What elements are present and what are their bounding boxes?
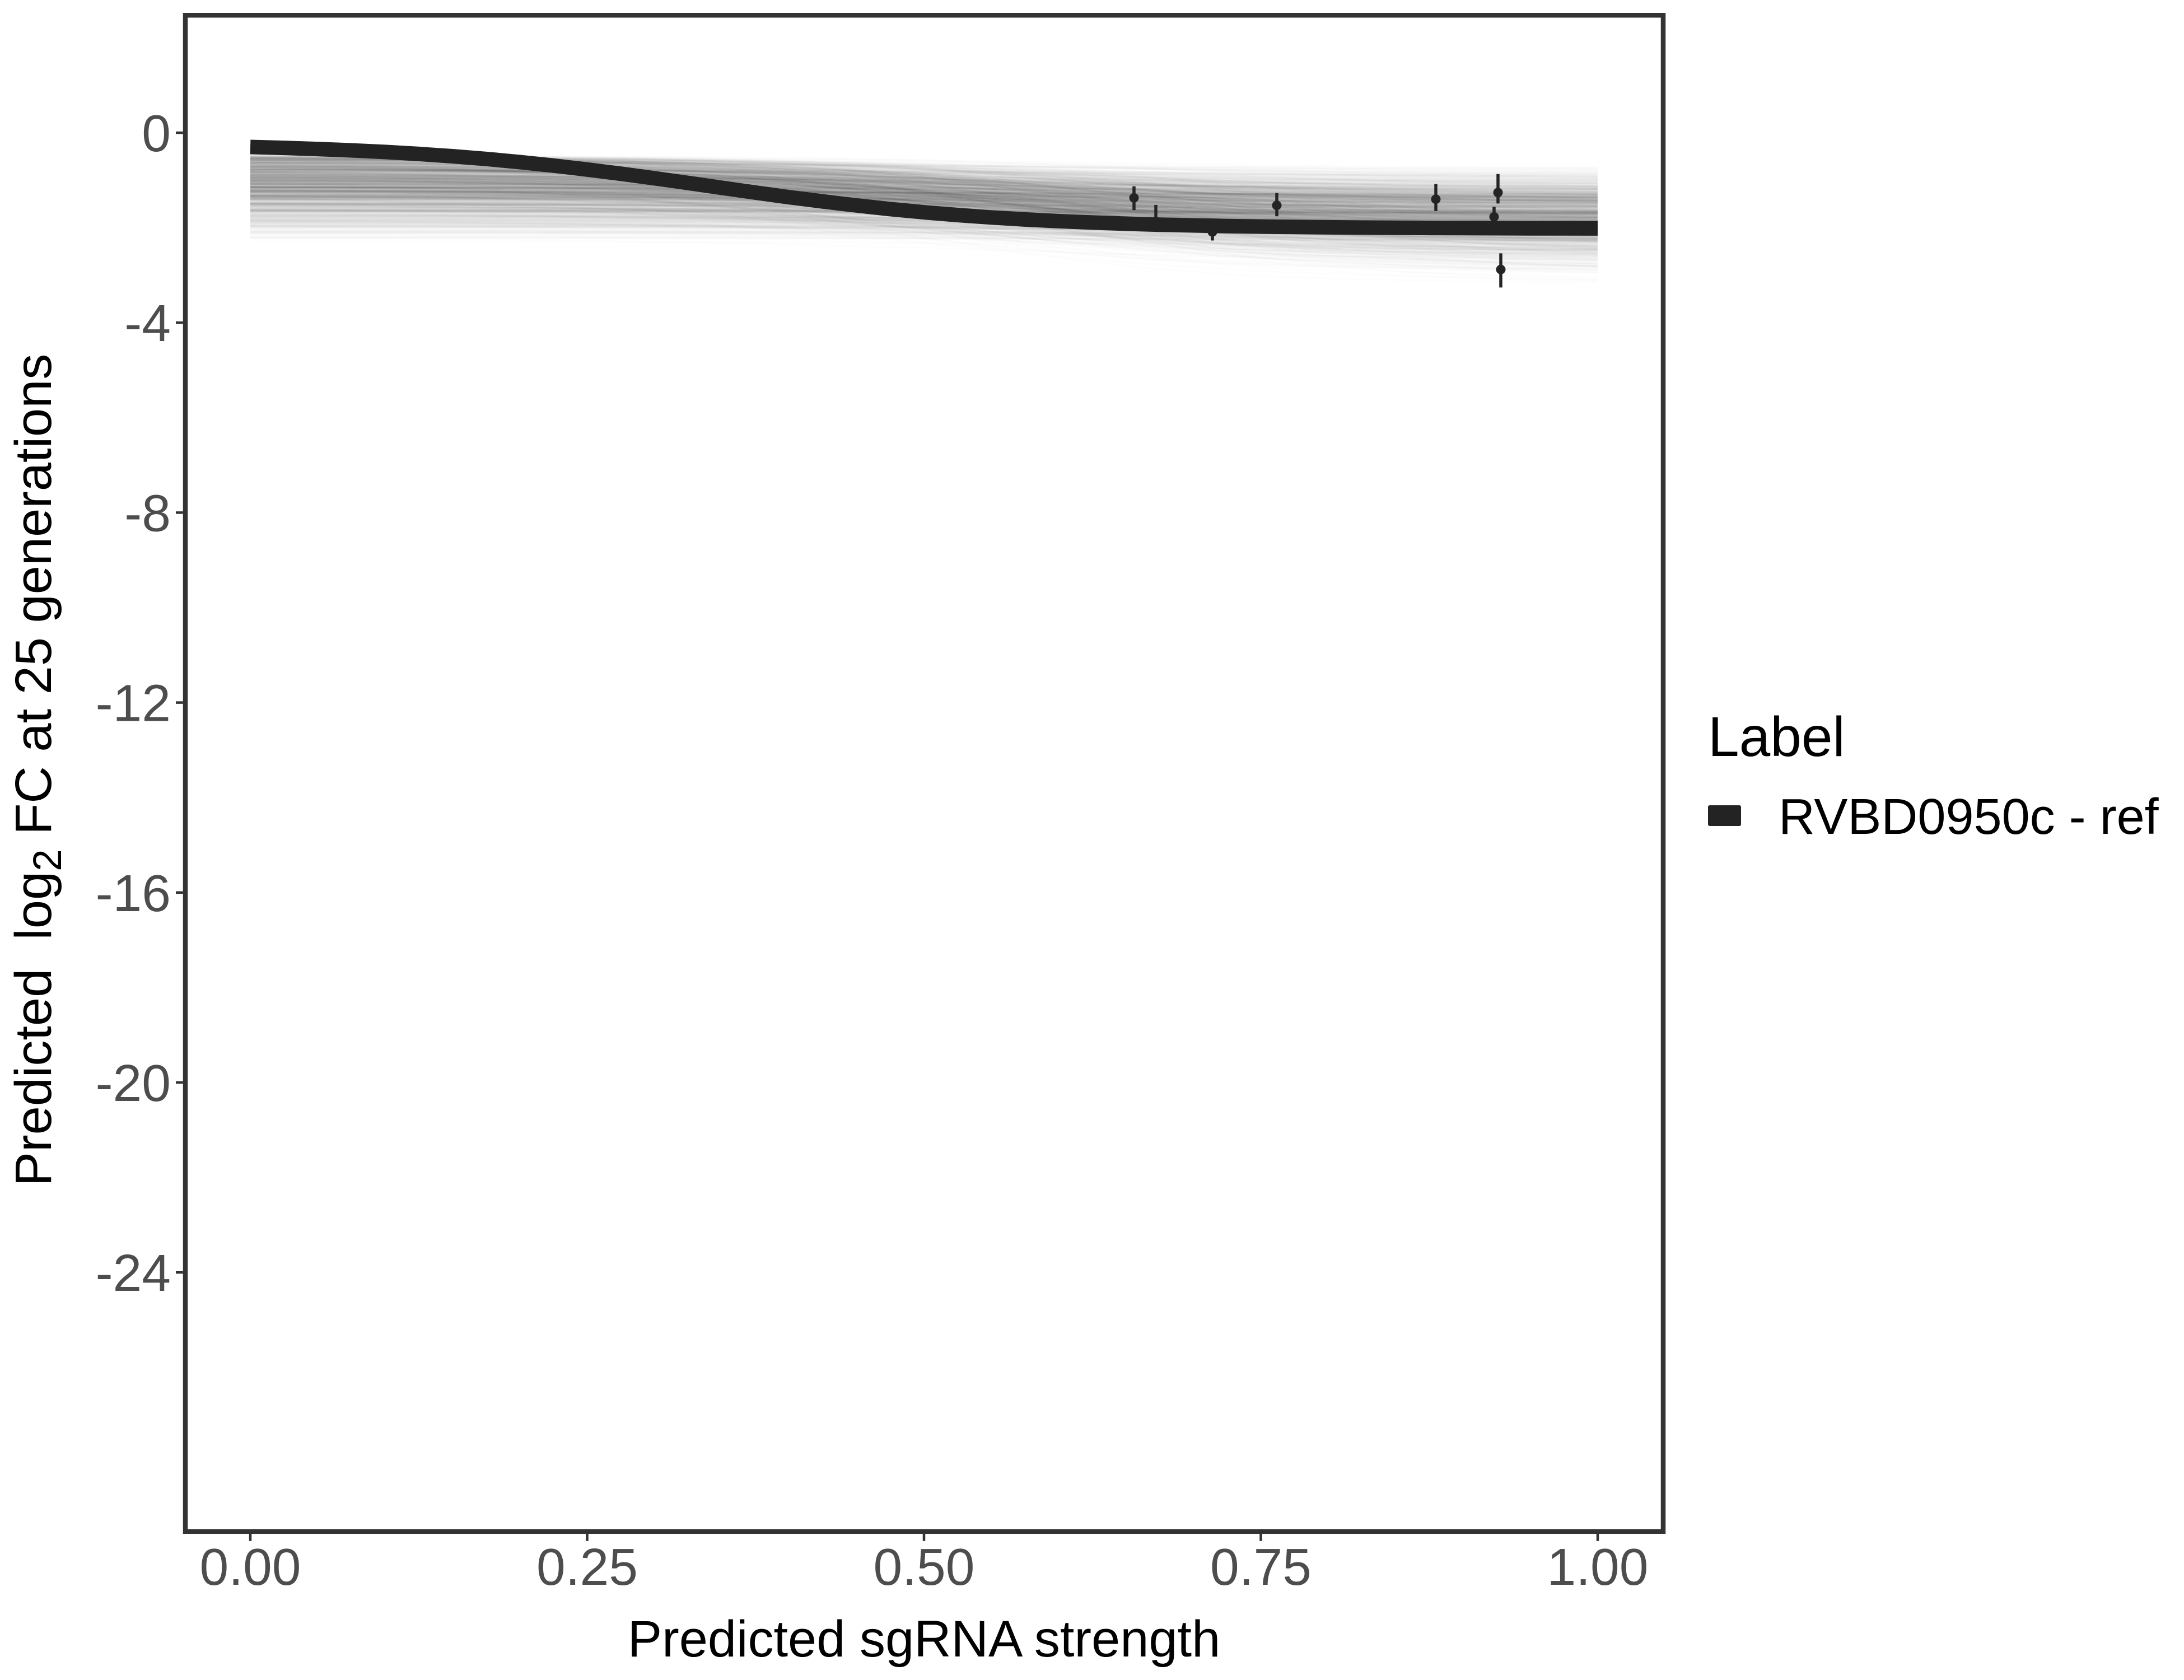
svg-text:1.00: 1.00 <box>1547 1538 1648 1596</box>
svg-text:0.00: 0.00 <box>199 1538 301 1596</box>
svg-text:Label: Label <box>1708 706 1845 768</box>
svg-text:0.25: 0.25 <box>536 1538 638 1596</box>
svg-text:-20: -20 <box>96 1054 171 1112</box>
svg-text:RVBD0950c - ref: RVBD0950c - ref <box>1779 789 2159 845</box>
svg-text:-4: -4 <box>124 294 171 352</box>
svg-text:Predicted sgRNA strength: Predicted sgRNA strength <box>628 1611 1221 1668</box>
svg-text:-16: -16 <box>96 864 171 922</box>
svg-text:-8: -8 <box>124 484 171 542</box>
svg-text:-24: -24 <box>96 1244 171 1302</box>
svg-text:0.50: 0.50 <box>873 1538 974 1596</box>
svg-text:0.75: 0.75 <box>1210 1538 1312 1596</box>
svg-text:Predicted log2 FC at 25 gener: Predicted log2 FC at 25 generations <box>5 354 70 1187</box>
svg-text:0: 0 <box>142 104 171 162</box>
svg-text:-12: -12 <box>96 674 171 732</box>
